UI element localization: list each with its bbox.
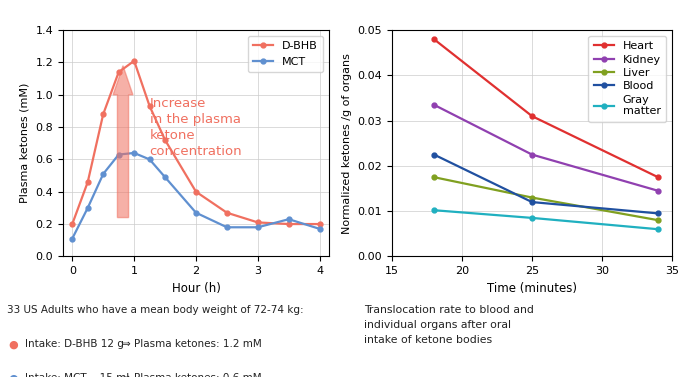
Gray
matter <box>528 216 536 220</box>
MCT <box>68 236 76 241</box>
FancyArrow shape <box>113 66 133 218</box>
Text: ⇒ Plasma ketones: 1.2 mM: ⇒ Plasma ketones: 1.2 mM <box>122 339 262 349</box>
D-BHB <box>115 70 123 74</box>
MCT <box>223 225 231 230</box>
Line: Kidney: Kidney <box>432 103 660 193</box>
Blood <box>654 211 662 216</box>
Text: ●: ● <box>8 373 18 377</box>
D-BHB <box>83 180 92 184</box>
Legend: Heart, Kidney, Liver, Blood, Gray
matter: Heart, Kidney, Liver, Blood, Gray matter <box>588 36 666 122</box>
D-BHB <box>68 222 76 226</box>
Y-axis label: Plasma ketones (mM): Plasma ketones (mM) <box>20 83 30 204</box>
Blood <box>528 200 536 204</box>
MCT <box>253 225 262 230</box>
Text: Intake: D-BHB 12 g: Intake: D-BHB 12 g <box>25 339 124 349</box>
Liver <box>528 195 536 200</box>
D-BHB <box>285 222 293 226</box>
Line: Heart: Heart <box>432 37 660 179</box>
Legend: D-BHB, MCT: D-BHB, MCT <box>248 36 323 72</box>
MCT <box>83 205 92 210</box>
D-BHB <box>146 104 154 108</box>
Heart <box>654 175 662 179</box>
Text: ●: ● <box>8 339 18 349</box>
D-BHB <box>192 190 200 194</box>
Text: Translocation rate to blood and
individual organs after oral
intake of ketone bo: Translocation rate to blood and individu… <box>364 305 534 345</box>
D-BHB <box>223 210 231 215</box>
MCT <box>161 175 169 179</box>
Line: Liver: Liver <box>432 175 660 222</box>
D-BHB <box>316 222 324 226</box>
Text: 33 US Adults who have a mean body weight of 72-74 kg:: 33 US Adults who have a mean body weight… <box>7 305 304 316</box>
Kidney <box>430 103 438 107</box>
MCT <box>316 227 324 231</box>
MCT <box>115 152 123 157</box>
MCT <box>130 151 139 155</box>
Kidney <box>528 152 536 157</box>
Text: Increase
in the plasma
ketone
concentration: Increase in the plasma ketone concentrat… <box>150 97 242 158</box>
MCT <box>99 172 107 176</box>
D-BHB <box>161 138 169 142</box>
Heart <box>528 114 536 118</box>
D-BHB <box>130 58 139 63</box>
D-BHB <box>99 112 107 116</box>
X-axis label: Hour (h): Hour (h) <box>172 282 220 295</box>
X-axis label: Time (minutes): Time (minutes) <box>487 282 577 295</box>
Text: Intake: MCT    15 ml: Intake: MCT 15 ml <box>25 373 130 377</box>
Liver <box>430 175 438 179</box>
MCT <box>146 157 154 162</box>
Blood <box>430 152 438 157</box>
Gray
matter <box>430 208 438 213</box>
Heart <box>430 37 438 41</box>
Y-axis label: Normalized ketones /g of organs: Normalized ketones /g of organs <box>342 53 352 234</box>
Line: Gray
matter: Gray matter <box>432 208 660 231</box>
Line: D-BHB: D-BHB <box>70 58 322 227</box>
Gray
matter <box>654 227 662 231</box>
Kidney <box>654 188 662 193</box>
D-BHB <box>253 220 262 225</box>
Text: ⇒ Plasma ketones: 0.6 mM: ⇒ Plasma ketones: 0.6 mM <box>122 373 262 377</box>
Line: MCT: MCT <box>70 150 322 241</box>
Line: Blood: Blood <box>432 152 660 216</box>
MCT <box>192 210 200 215</box>
Liver <box>654 218 662 222</box>
MCT <box>285 217 293 221</box>
